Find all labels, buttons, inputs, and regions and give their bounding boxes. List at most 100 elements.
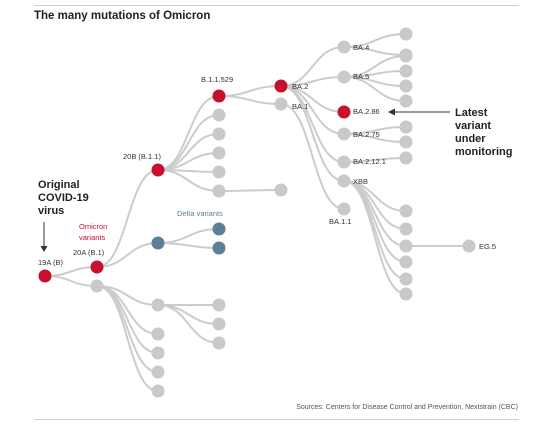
tree-edge [343, 46, 407, 56]
tree-node-ba275 [337, 127, 351, 141]
tree-edge [157, 304, 220, 344]
tree-node-ba5c1 [399, 64, 413, 78]
label-ba4: BA.4 [353, 43, 369, 52]
tree-node-d1 [212, 222, 226, 236]
tree-node-eg5 [462, 239, 476, 253]
tree-edge [280, 46, 345, 87]
tree-node-ba2121c0 [399, 151, 413, 165]
original-virus-line3: virus [38, 205, 64, 217]
tree-edge [96, 169, 159, 268]
tree-node-xbbc0 [399, 204, 413, 218]
tree-node-n19a [38, 269, 52, 283]
latest-line1: Latest [455, 107, 488, 119]
tree-node-ba5 [337, 70, 351, 84]
tree-node-gb2 [212, 317, 226, 331]
tree-node-g20a [90, 279, 104, 293]
delta-variants-label: Delta variants [177, 209, 223, 218]
label-ba275: BA.2.75 [353, 130, 380, 139]
label-xbb: XBB [353, 177, 368, 186]
omicron-label-line1: Omicron [79, 222, 107, 231]
tree-node-ba5c2 [399, 79, 413, 93]
tree-node-gb6 [151, 384, 165, 398]
tree-node-ba286 [337, 105, 351, 119]
tree-node-n20b [151, 163, 165, 177]
tree-edge [343, 157, 407, 163]
tree-edge [343, 180, 407, 295]
latest-line3: under [455, 133, 486, 145]
tree-node-xbbc4 [399, 272, 413, 286]
label-ba5: BA.5 [353, 72, 369, 81]
label-19a: 19A (B) [38, 258, 64, 267]
tree-edge [218, 189, 282, 192]
tree-node-xbbc5 [399, 287, 413, 301]
tree-node-s5 [212, 184, 226, 198]
label-ba11: BA.1.1 [329, 217, 352, 226]
tree-edge [96, 242, 159, 268]
label-eg5: EG.5 [479, 242, 496, 251]
label-ba2121: BA.2.12.1 [353, 157, 386, 166]
tree-node-xbb [337, 174, 351, 188]
tree-edge [157, 95, 220, 171]
tree-node-s1 [212, 108, 226, 122]
chart-title: The many mutations of Omicron [34, 10, 211, 22]
tree-edge [157, 133, 220, 171]
tree-edge [96, 285, 159, 392]
tree-edge [280, 85, 345, 182]
latest-line2: variant [455, 120, 491, 132]
original-virus-line1: Original [38, 179, 80, 191]
tree-edge [44, 266, 98, 277]
bottom-rule [34, 419, 519, 420]
top-rule [34, 5, 519, 6]
tree-edge [343, 133, 407, 143]
tree-edge [157, 169, 220, 192]
latest-line4: monitoring [455, 146, 512, 158]
label-ba2: BA.2 [292, 82, 308, 91]
tree-node-ba275c1 [399, 135, 413, 149]
latest-arrow-head [388, 108, 395, 116]
tree-edge [96, 285, 159, 373]
tree-node-gb0 [151, 298, 165, 312]
tree-node-ba2121 [337, 155, 351, 169]
tree-edges [44, 33, 469, 392]
tree-node-ba2 [274, 79, 288, 93]
tree-node-ba4 [337, 40, 351, 54]
label-ba1: BA.1 [292, 102, 308, 111]
tree-node-ba5c0 [399, 49, 413, 63]
tree-node-s2 [212, 127, 226, 141]
tree-node-gb5 [151, 365, 165, 379]
tree-node-xbbc1 [399, 222, 413, 236]
label-b11529: B.1.1.529 [201, 75, 233, 84]
tree-node-gb1 [212, 298, 226, 312]
original-virus-line2: COVID-19 [38, 192, 89, 204]
tree-edge [280, 76, 345, 87]
tree-edge [343, 76, 407, 102]
tree-nodes [38, 27, 476, 398]
tree-edge [44, 275, 98, 287]
tree-node-delta [151, 236, 165, 250]
tree-node-s4 [212, 165, 226, 179]
tree-edge [280, 103, 345, 210]
tree-node-s20b_tail [274, 183, 288, 197]
tree-node-ba5c3 [399, 94, 413, 108]
tree-node-gb3 [151, 327, 165, 341]
tree-edge [343, 180, 407, 263]
label-ba286: BA.2.86 [353, 107, 380, 116]
omicron-label-line2: variants [79, 233, 106, 242]
tree-edge [157, 228, 220, 244]
tree-node-n20a [90, 260, 104, 274]
label-20b: 20B (B.1.1) [123, 152, 161, 161]
tree-node-gb4 [151, 346, 165, 360]
tree-node-b11529 [212, 89, 226, 103]
tree-node-ba4c0 [399, 27, 413, 41]
source-note: Sources: Centers for Disease Control and… [296, 404, 518, 411]
tree-edge [280, 85, 345, 135]
tree-edge [280, 85, 345, 163]
tree-edge [218, 95, 282, 105]
tree-edge [218, 85, 282, 97]
tree-node-ba1 [274, 97, 288, 111]
tree-node-ba275c0 [399, 120, 413, 134]
tree-node-xbbc3 [399, 255, 413, 269]
down-arrow-head [40, 246, 48, 252]
tree-node-s3 [212, 146, 226, 160]
